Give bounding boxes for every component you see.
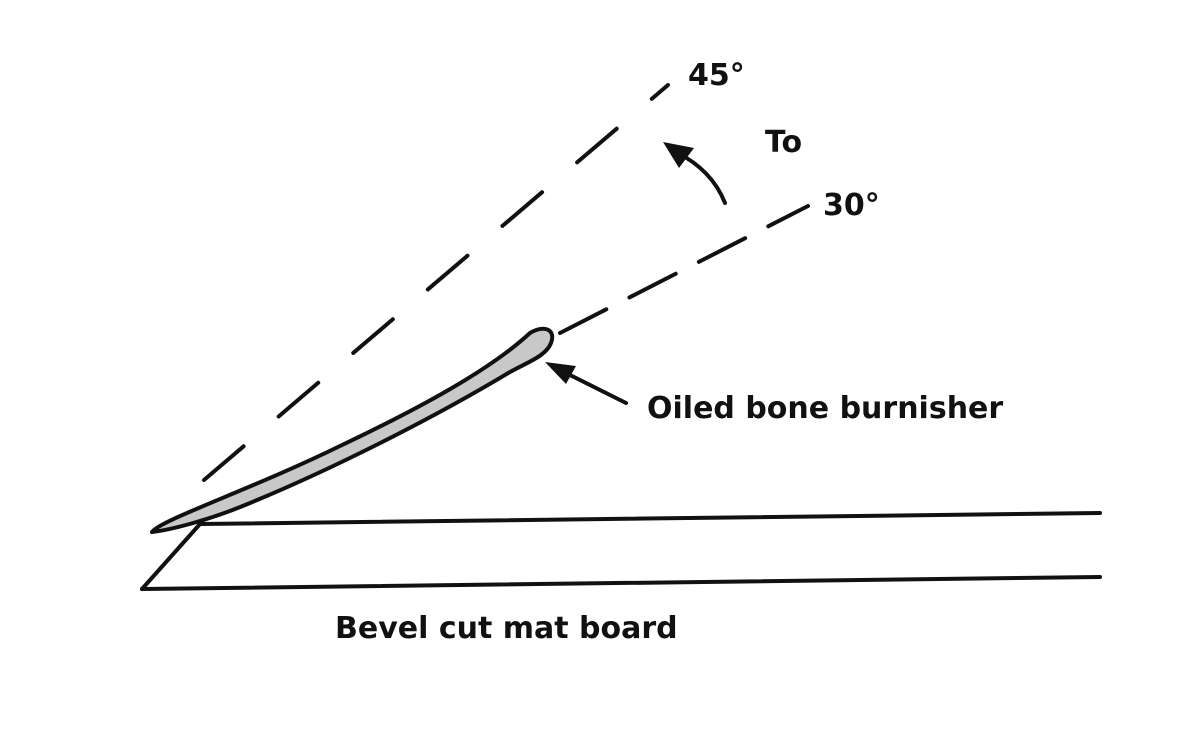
mat-board-bevel-edge	[140, 522, 202, 591]
angle-arrow	[663, 142, 727, 205]
label-45-degree: 45°	[688, 58, 745, 93]
line-30-degree	[558, 204, 810, 335]
burnisher-pointer-arrow	[545, 362, 628, 405]
label-mat-board: Bevel cut mat board	[335, 611, 678, 646]
mat-board	[140, 511, 1102, 591]
label-burnisher: Oiled bone burnisher	[647, 391, 1003, 426]
pointer-arrow-head	[545, 362, 576, 384]
mat-board-bottom-edge	[140, 575, 1102, 591]
label-to: To	[765, 125, 802, 160]
line-45-degree	[202, 83, 670, 482]
angle-arrow-head	[663, 142, 694, 168]
mat-board-top-edge	[198, 511, 1102, 526]
label-30-degree: 30°	[823, 188, 880, 223]
bone-burnisher	[150, 326, 555, 534]
pointer-arrow-shaft	[558, 368, 628, 405]
